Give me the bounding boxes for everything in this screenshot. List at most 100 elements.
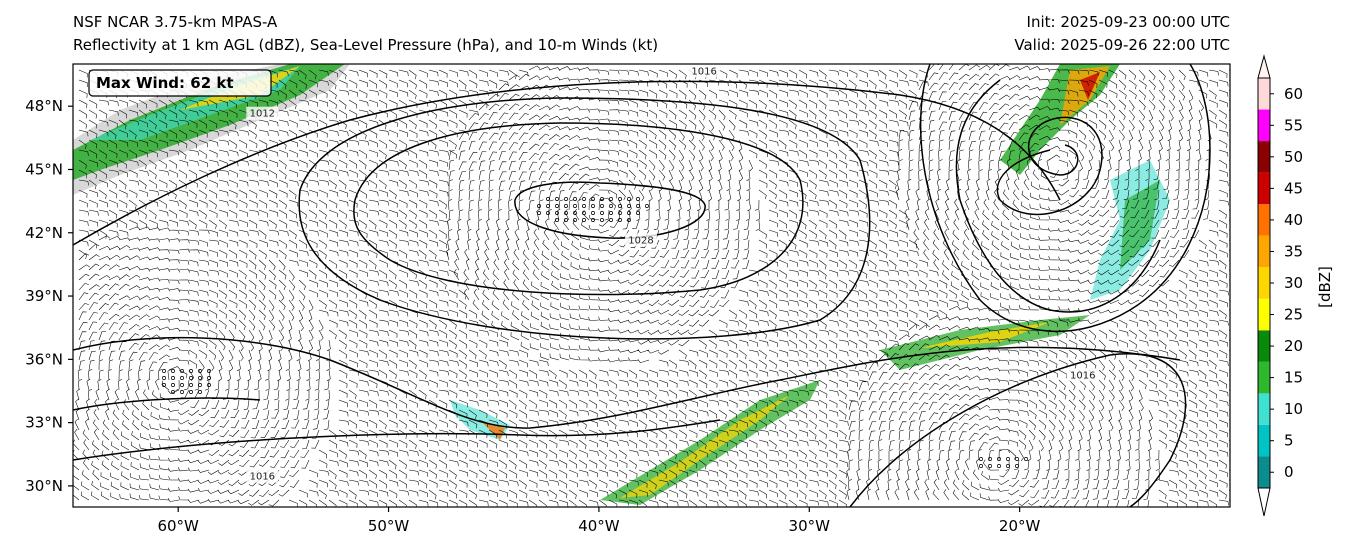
colorbar-tick-label: 15	[1284, 369, 1303, 387]
stipple-dot	[609, 218, 613, 222]
stipple-dot	[162, 376, 166, 380]
colorbar-segment	[1258, 298, 1270, 331]
stipple-dot	[600, 197, 604, 201]
colorbar-tick-label: 45	[1284, 179, 1303, 197]
colorbar-tick-label: 30	[1284, 274, 1303, 292]
stipple-dot	[600, 204, 604, 208]
wind-barb-field	[73, 64, 1230, 507]
figure-title: NSF NCAR 3.75-km MPAS-A	[73, 13, 278, 31]
colorbar-segment	[1258, 330, 1270, 362]
wind-barbs	[73, 64, 1230, 507]
stipple-dot	[180, 383, 184, 387]
isobar-label-bg	[688, 64, 721, 78]
stipple-dot	[627, 218, 631, 222]
stipple-dot	[997, 457, 1001, 461]
colorbar-segment	[1258, 267, 1270, 299]
isobar-label: 1016	[250, 472, 275, 483]
stipple-dot	[564, 218, 568, 222]
stipple-dot	[618, 204, 622, 208]
stipple-dot	[979, 457, 983, 461]
stipple-dot	[171, 383, 175, 387]
stipple-dot	[537, 204, 541, 208]
stipple-dot	[162, 369, 166, 373]
colorbar-tick-label: 55	[1284, 116, 1303, 134]
stipple-dot	[591, 204, 595, 208]
stipple-dot	[180, 390, 184, 394]
colorbar-extend-max	[1257, 54, 1271, 79]
stipple-dot	[546, 197, 550, 201]
stipple-dot	[600, 211, 604, 215]
stipple-dot	[573, 211, 577, 215]
stipple-dot	[537, 211, 541, 215]
isobar-label-bg	[624, 233, 657, 247]
colorbar-label: [dBZ]	[1316, 266, 1334, 308]
stipple-dot	[1006, 457, 1010, 461]
stipple-dot	[1024, 457, 1028, 461]
stipple-dot	[564, 197, 568, 201]
stipple-dot	[555, 197, 559, 201]
stipple-dot	[162, 383, 166, 387]
stipple-dot	[988, 464, 992, 468]
stipple-dot	[171, 390, 175, 394]
max-wind-box-frame	[88, 69, 272, 97]
stipple-dot	[573, 218, 577, 222]
colorbar-segment	[1258, 456, 1270, 488]
isobar-label-bg	[246, 106, 279, 120]
stipple-dot	[573, 197, 577, 201]
isobar-contours	[73, 64, 1211, 507]
isobar-label: 1016	[1070, 370, 1095, 381]
colorbar-tick-label: 50	[1284, 148, 1303, 166]
colorbar-segment	[1258, 141, 1270, 173]
stipple-dot	[180, 376, 184, 380]
colorbar-segment	[1258, 204, 1270, 236]
stipple-dot	[198, 376, 202, 380]
stipple-dot	[618, 211, 622, 215]
stipple-dot	[555, 218, 559, 222]
stipple-dot	[189, 390, 193, 394]
colorbar-segment	[1258, 393, 1270, 425]
stipple-dot	[618, 218, 622, 222]
isobar-label: 1028	[628, 235, 653, 246]
stipple-dot	[582, 211, 586, 215]
stipple-dot	[189, 369, 193, 373]
stipple-dot	[555, 211, 559, 215]
stipple-dot	[979, 464, 983, 468]
lat-tick-label: 30°N	[25, 477, 63, 495]
stipple-dot	[207, 369, 211, 373]
init-time: Init: 2025-09-23 00:00 UTC	[1026, 13, 1230, 31]
stipple-dot	[618, 197, 622, 201]
lon-tick-label: 40°W	[578, 517, 620, 535]
stipple-dot	[627, 211, 631, 215]
colorbar: 0 5 10 15 20 25 30 35 40 45 50 55 60	[1257, 54, 1303, 517]
stipple-dot	[636, 197, 640, 201]
stipple-dot	[564, 204, 568, 208]
isobar-label: 1012	[250, 109, 275, 120]
stipple-dot	[1015, 457, 1019, 461]
stipple-dot	[591, 218, 595, 222]
isobar-label-bg	[1066, 368, 1099, 382]
map-panel: 1016 1012 1028 1016 1016 Max Wind: 62 kt	[73, 64, 1230, 507]
lat-tick-label: 42°N	[25, 224, 63, 242]
lon-tick-label: 30°W	[789, 517, 831, 535]
stipple-dot	[573, 204, 577, 208]
colorbar-tick-label: 25	[1284, 306, 1303, 324]
colorbar-tick-label: 10	[1284, 400, 1303, 418]
lat-tick-label: 39°N	[25, 287, 63, 305]
stipple-dot	[627, 204, 631, 208]
latitude-axis: 48°N 45°N 42°N 39°N 36°N 33°N 30°N	[25, 97, 73, 495]
stipple-dot	[609, 204, 613, 208]
stipple-dot	[636, 204, 640, 208]
stippled-regions	[162, 197, 1028, 468]
stipple-dot	[564, 211, 568, 215]
stipple-dot	[198, 383, 202, 387]
stipple-dot	[645, 204, 649, 208]
lon-tick-label: 60°W	[157, 517, 199, 535]
stipple-dot	[546, 204, 550, 208]
stipple-dot	[546, 211, 550, 215]
colorbar-tick-label: 60	[1284, 85, 1303, 103]
stipple-dot	[1006, 464, 1010, 468]
lat-tick-label: 45°N	[25, 160, 63, 178]
stipple-dot	[582, 204, 586, 208]
stipple-dot	[207, 383, 211, 387]
